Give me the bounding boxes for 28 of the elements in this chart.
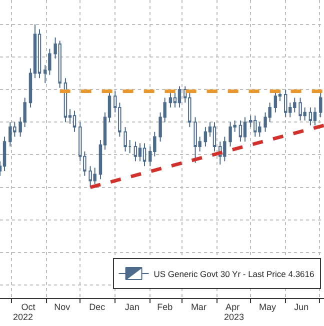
legend-label: US Generic Govt 30 Yr - Last Price 4.3616 (154, 268, 315, 279)
text: 2023 (224, 312, 244, 322)
candlestick (72, 110, 76, 132)
candlestick (142, 142, 146, 167)
candlestick (134, 141, 138, 162)
candlestick (319, 92, 322, 118)
x-tick-label: May (259, 302, 277, 312)
candlestick (38, 28, 42, 79)
text: 2022 (13, 312, 34, 322)
candlestick (178, 86, 182, 108)
x-tick-label: Jun (294, 302, 309, 312)
candlestick (212, 122, 216, 152)
candlestick (238, 120, 242, 142)
x-tick-label: Feb (157, 302, 173, 312)
candlestick (284, 89, 288, 118)
candlestick (168, 92, 172, 108)
candlestick (124, 126, 127, 152)
candlestick (313, 106, 317, 126)
x-tick-label: Apr (226, 302, 240, 312)
x-tick-label: Mar (190, 302, 206, 312)
x-tick-label: Nov (54, 302, 71, 312)
x-tick-label: Dec (89, 302, 106, 312)
x-tick-label: Jan (124, 302, 140, 312)
candlestick (308, 106, 312, 126)
candlestick (274, 90, 278, 113)
candlestick (243, 116, 247, 142)
x-tick-label: Oct (21, 302, 36, 312)
candlestick (138, 142, 142, 162)
